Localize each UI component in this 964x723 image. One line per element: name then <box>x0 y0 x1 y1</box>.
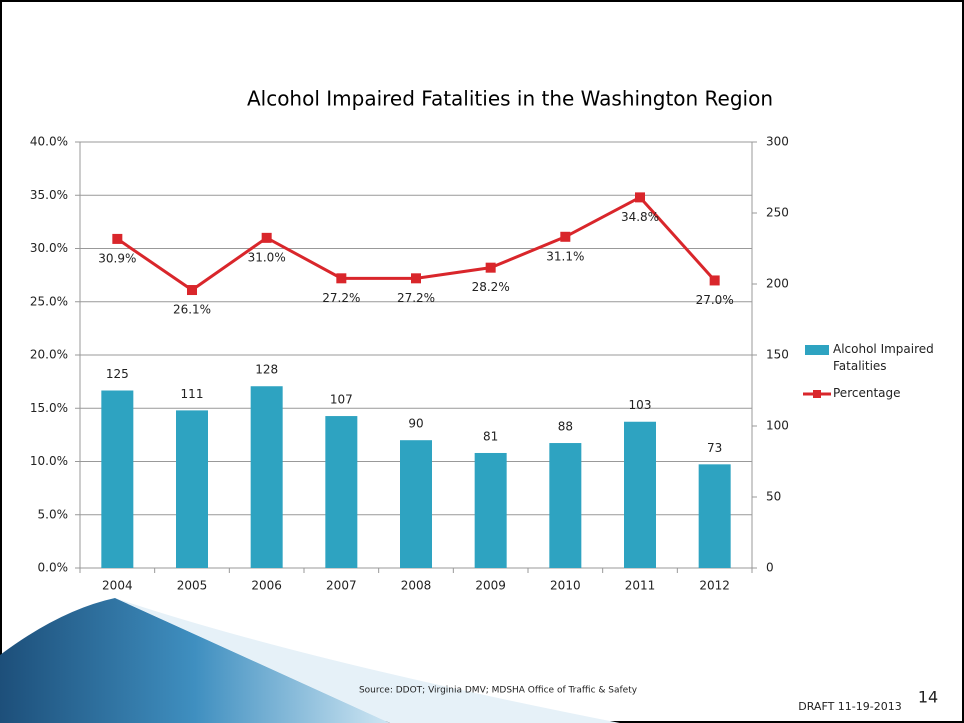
y2-tick-label: 250 <box>766 206 789 220</box>
x-tick-label: 2006 <box>251 579 282 593</box>
y2-tick-label: 300 <box>766 135 789 149</box>
marker <box>560 231 571 242</box>
x-tick-label: 2004 <box>102 579 133 593</box>
bar <box>176 410 208 568</box>
legend-swatch <box>813 390 821 398</box>
legend-label: Alcohol Impaired Fatalities <box>833 342 934 373</box>
marker <box>485 262 496 273</box>
bar <box>250 386 283 568</box>
x-tick-label: 2008 <box>401 579 432 593</box>
bar-label: 90 <box>408 417 423 431</box>
chart-title: Alcohol Impaired Fatalities in the Washi… <box>247 87 773 111</box>
bar <box>549 443 582 568</box>
marker <box>635 192 645 203</box>
y2-tick-label: 150 <box>766 348 789 362</box>
bar-label: 125 <box>106 367 129 381</box>
marker <box>709 275 720 286</box>
y-tick-label: 10.0% <box>30 454 68 468</box>
bar-label: 128 <box>255 363 278 377</box>
bar-label: 88 <box>558 420 573 434</box>
x-tick-label: 2009 <box>475 579 506 593</box>
bar-label: 81 <box>483 429 498 443</box>
point-label: 30.9% <box>98 251 136 265</box>
x-tick-label: 2007 <box>326 579 357 593</box>
bar <box>624 421 656 568</box>
point-label: 27.0% <box>696 293 734 307</box>
bar-label: 73 <box>707 441 722 455</box>
decor-swoosh-light <box>115 598 620 723</box>
point-label: 27.2% <box>322 291 360 305</box>
marker <box>336 273 347 284</box>
y2-tick-label: 0 <box>766 561 774 575</box>
x-tick-label: 2011 <box>625 579 656 593</box>
bar <box>325 416 358 568</box>
x-tick-label: 2012 <box>699 579 730 593</box>
y-tick-label: 20.0% <box>30 348 68 362</box>
point-label: 28.2% <box>472 280 510 294</box>
y2-tick-label: 100 <box>766 419 789 433</box>
y-tick-label: 0.0% <box>38 561 69 575</box>
legend-swatch <box>805 345 829 355</box>
decor-swoosh <box>0 598 390 723</box>
point-label: 34.8% <box>621 210 659 224</box>
marker <box>411 273 421 284</box>
page-number: 14 <box>918 688 938 707</box>
x-tick-label: 2010 <box>550 579 581 593</box>
x-tick-label: 2005 <box>177 579 208 593</box>
point-label: 31.1% <box>546 249 584 263</box>
point-label: 31.0% <box>248 250 286 264</box>
bar-label: 111 <box>181 387 204 401</box>
bar <box>698 464 731 568</box>
y-tick-label: 5.0% <box>38 507 69 521</box>
y2-tick-label: 200 <box>766 277 789 291</box>
y-tick-label: 40.0% <box>30 135 68 149</box>
source-note: Source: DDOT; Virginia DMV; MDSHA Office… <box>359 686 638 696</box>
marker <box>261 232 272 243</box>
y-tick-label: 35.0% <box>30 188 68 202</box>
y-tick-label: 30.0% <box>30 241 68 255</box>
bar-label: 103 <box>629 398 652 412</box>
bar <box>474 452 507 568</box>
y-tick-label: 15.0% <box>30 401 68 415</box>
bar <box>101 390 134 568</box>
legend-label: Percentage <box>833 386 901 400</box>
bar <box>400 440 432 568</box>
draft-note: DRAFT 11-19-2013 <box>798 700 901 713</box>
point-label: 26.1% <box>173 303 211 317</box>
marker <box>187 285 197 296</box>
bar-label: 107 <box>330 393 353 407</box>
point-label: 27.2% <box>397 291 435 305</box>
y-tick-label: 25.0% <box>30 294 68 308</box>
marker <box>112 233 123 244</box>
y2-tick-label: 50 <box>766 490 781 504</box>
